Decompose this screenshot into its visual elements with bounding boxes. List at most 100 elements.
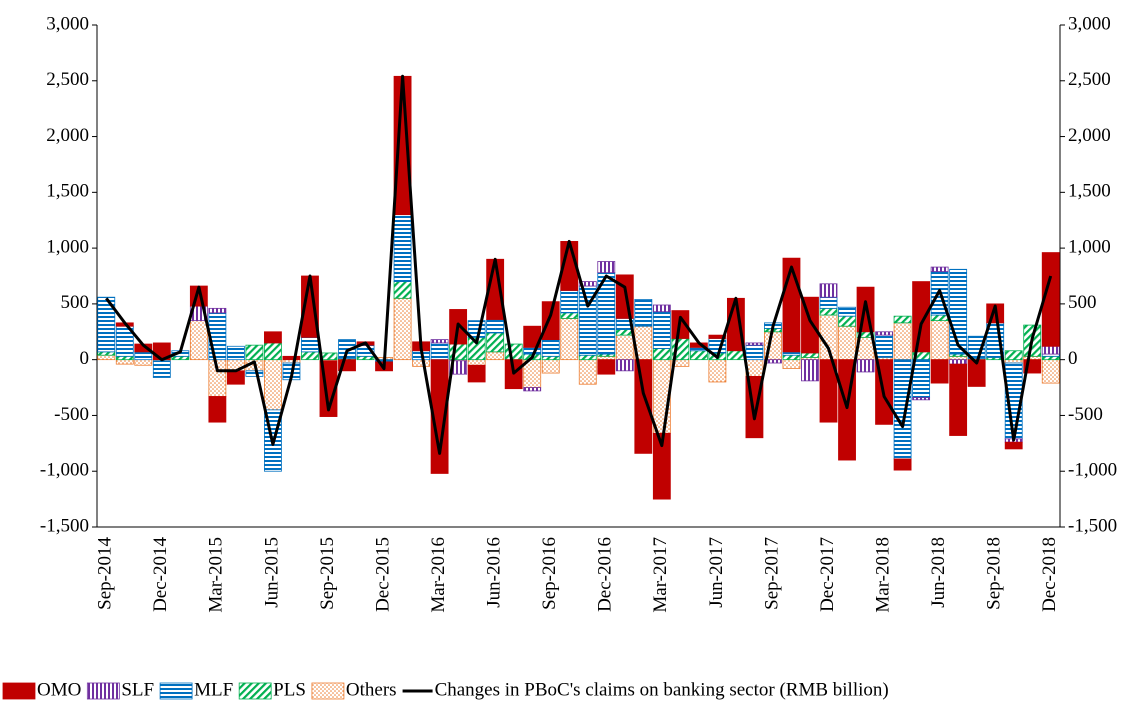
legend-swatch (86, 682, 120, 700)
bar (838, 325, 856, 361)
bar (782, 351, 801, 356)
legend-label: PLS (273, 679, 306, 700)
y2-tick-label: -1,000 (1068, 460, 1117, 481)
x-tick-label: Sep-2015 (317, 537, 338, 610)
bar (523, 387, 542, 392)
y-tick-label: 500 (61, 292, 90, 313)
legend-label: Others (346, 679, 397, 700)
legend-label: SLF (121, 679, 154, 700)
bar (282, 359, 301, 364)
bar (264, 359, 282, 411)
x-tick-label: Dec-2015 (372, 537, 393, 612)
x-tick-label: Sep-2014 (95, 537, 116, 610)
bar (504, 343, 523, 361)
bar (189, 320, 208, 361)
bar (97, 354, 116, 361)
x-tick-label: Jun-2018 (928, 537, 949, 608)
bar (115, 355, 134, 361)
x-tick-label: Sep-2017 (761, 537, 782, 610)
y2-tick-label: 0 (1068, 348, 1078, 369)
bar (745, 342, 764, 346)
bar (578, 359, 597, 385)
bar (301, 336, 319, 353)
x-tick-label: Dec-2014 (150, 537, 171, 612)
x-tick-label: Dec-2017 (817, 537, 838, 612)
bar (541, 359, 560, 374)
bar (152, 360, 171, 378)
y2-tick-label: -1,500 (1068, 515, 1117, 536)
legend-label: Changes in PBoC's claims on banking sect… (435, 679, 889, 700)
bar (1041, 359, 1060, 384)
x-tick-label: Dec-2018 (1039, 537, 1060, 612)
bar (578, 281, 597, 287)
legend-swatch (238, 682, 272, 700)
bar (597, 355, 616, 361)
bar (893, 315, 912, 324)
bar (97, 296, 116, 353)
bar (597, 359, 616, 375)
bar (819, 307, 838, 316)
bar (226, 345, 245, 361)
bar (782, 354, 801, 361)
bar (97, 351, 116, 356)
y2-tick-label: 2,500 (1068, 69, 1111, 90)
bar (1041, 355, 1060, 361)
bar (597, 261, 616, 274)
bar (930, 359, 949, 384)
bar (226, 370, 245, 385)
bar (930, 320, 949, 361)
x-tick-label: Jun-2015 (261, 537, 282, 608)
bar (134, 359, 153, 366)
bar (541, 339, 560, 357)
bar (264, 342, 282, 361)
bar (689, 350, 708, 361)
legend-label: OMO (37, 679, 81, 700)
bar (301, 351, 319, 361)
y2-tick-label: 500 (1068, 292, 1097, 313)
bar (282, 355, 301, 361)
bar (467, 364, 486, 383)
bar (541, 355, 560, 361)
bar (726, 350, 745, 361)
bar (486, 351, 505, 361)
y-tick-label: -1,000 (40, 460, 89, 481)
bar (486, 319, 505, 334)
bar (1041, 345, 1060, 355)
bar (393, 281, 412, 299)
bar (782, 359, 801, 369)
y-tick-label: 3,000 (46, 13, 89, 34)
bar (1023, 355, 1042, 361)
legend-label: MLF (194, 679, 233, 700)
bar (893, 359, 912, 460)
bar (615, 359, 634, 372)
bar (708, 334, 727, 339)
bar (393, 214, 412, 282)
bar (1004, 359, 1023, 364)
x-tick-label: Mar-2018 (872, 537, 893, 613)
bar (338, 359, 356, 372)
legend-swatch (311, 682, 345, 700)
bar (949, 359, 968, 365)
bar (264, 331, 282, 344)
bar (708, 359, 727, 383)
bar (171, 355, 190, 361)
bar (819, 296, 838, 309)
bar (930, 266, 949, 272)
y2-tick-label: 3,000 (1068, 13, 1111, 34)
x-tick-label: Sep-2018 (984, 537, 1005, 610)
bar (412, 359, 431, 367)
bar (819, 283, 838, 298)
bar (875, 331, 893, 336)
bar (578, 354, 597, 361)
bar (430, 339, 449, 344)
bar (652, 304, 671, 313)
bar (893, 458, 912, 471)
bar (615, 274, 634, 319)
y-tick-label: 2,000 (46, 125, 89, 146)
bar (1004, 441, 1023, 450)
x-tick-label: Dec-2016 (595, 537, 616, 612)
bar (652, 311, 671, 349)
line (105, 74, 1053, 455)
y2-tick-label: 1,500 (1068, 181, 1111, 202)
